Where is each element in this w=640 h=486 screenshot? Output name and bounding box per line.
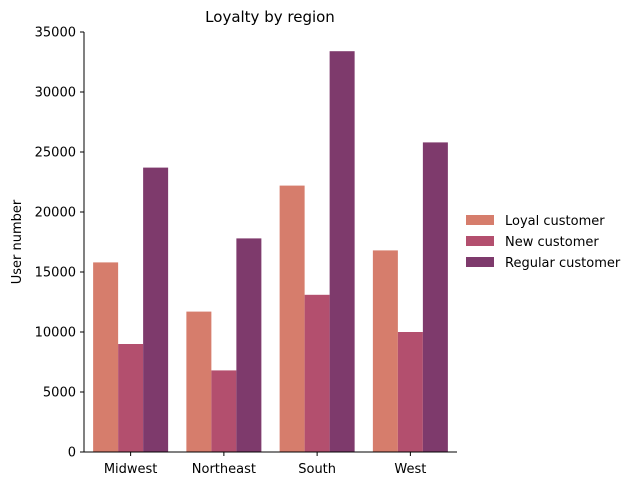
x-tick-label: Midwest <box>104 462 158 477</box>
bar-midwest-regular-customer <box>143 167 169 452</box>
x-tick-label: Northeast <box>192 462 256 477</box>
legend-label: New customer <box>505 235 599 250</box>
bar-south-regular-customer <box>329 51 355 452</box>
y-tick-label: 10000 <box>35 326 76 341</box>
legend: Loyal customer New customer Regular custom… <box>466 214 621 271</box>
bar-south-new-customer <box>304 294 330 452</box>
y-tick-label: 35000 <box>35 26 76 41</box>
y-axis-title: User number <box>10 199 25 284</box>
legend-swatch-loyal-customer <box>466 215 494 225</box>
legend-swatch-new-customer <box>466 236 494 246</box>
y-tick-label: 20000 <box>35 206 76 221</box>
bar-west-regular-customer <box>422 142 448 452</box>
bar-midwest-new-customer <box>118 344 144 452</box>
x-tick-label: South <box>298 462 336 477</box>
y-tick-label: 15000 <box>35 266 76 281</box>
legend-label: Loyal customer <box>505 214 605 229</box>
legend-label: Regular customer <box>505 256 621 271</box>
x-axis: Midwest Northeast South West <box>84 451 457 477</box>
bar-west-loyal-customer <box>372 250 398 452</box>
bar-northeast-new-customer <box>211 370 237 452</box>
y-tick-label: 0 <box>68 446 76 461</box>
y-tick-label: 25000 <box>35 146 76 161</box>
bar-midwest-loyal-customer <box>93 262 119 452</box>
y-tick-label: 5000 <box>43 386 76 401</box>
y-axis: 0 5000 10000 15000 20000 25000 30000 35000 <box>35 26 85 461</box>
bar-northeast-regular-customer <box>236 238 262 452</box>
bar-northeast-loyal-customer <box>186 311 212 452</box>
legend-swatch-regular-customer <box>466 257 494 267</box>
y-tick-label: 30000 <box>35 86 76 101</box>
bar-west-new-customer <box>397 332 423 452</box>
x-tick-label: West <box>394 462 426 477</box>
bars-group <box>93 51 448 452</box>
chart-title: Loyalty by region <box>205 8 335 26</box>
bar-south-loyal-customer <box>279 185 305 452</box>
